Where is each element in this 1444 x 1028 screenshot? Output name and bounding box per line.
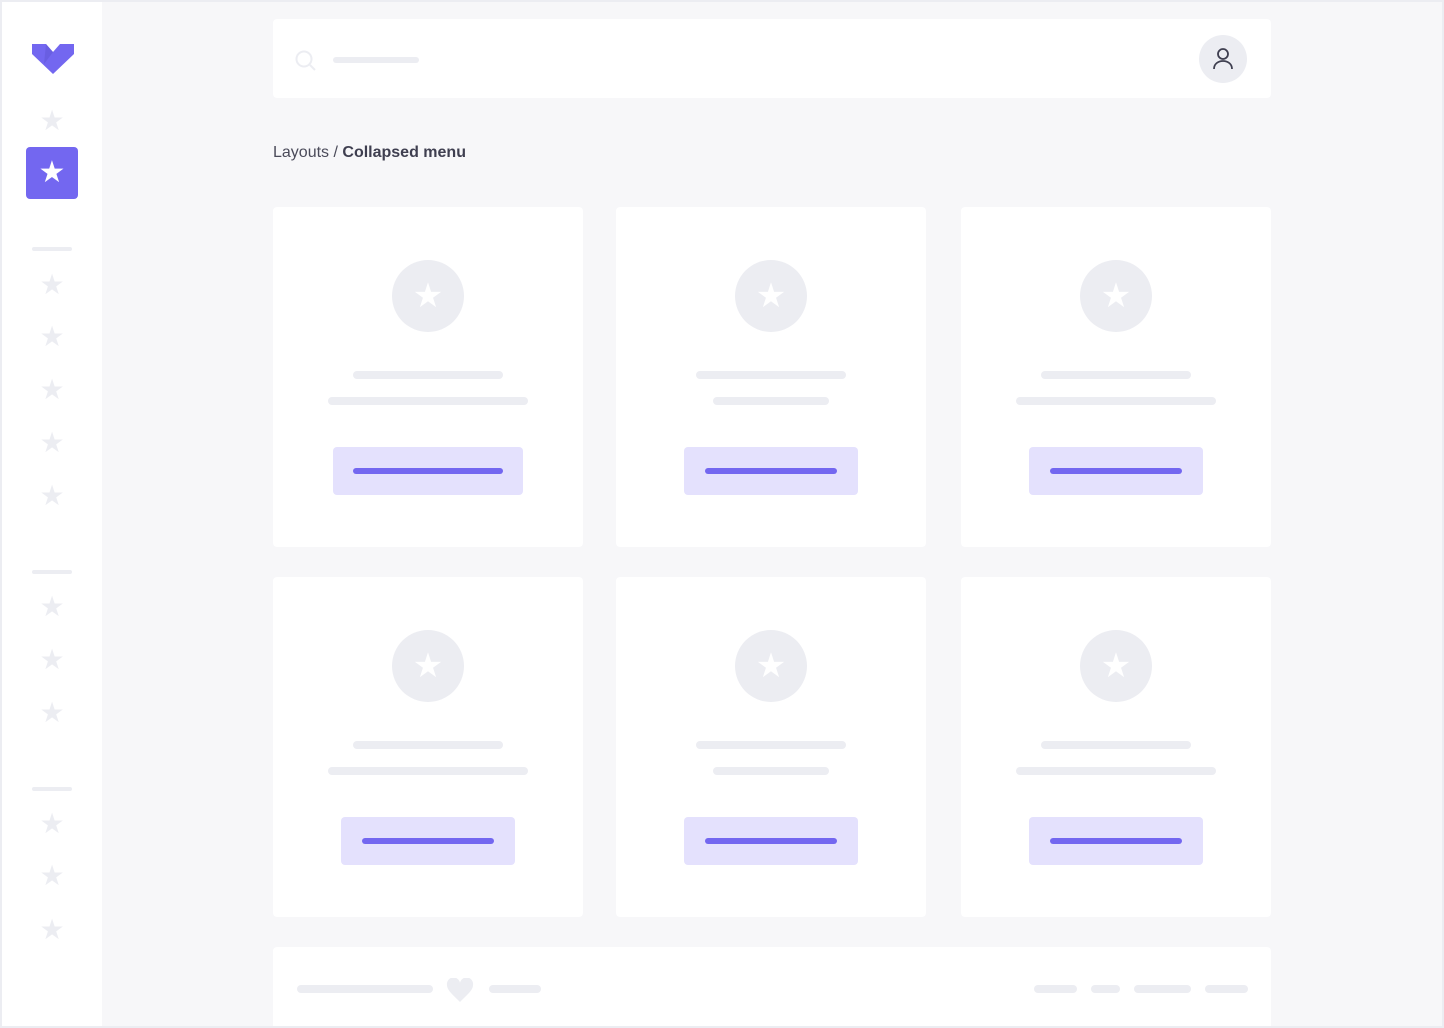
footer-link[interactable] [1205, 985, 1248, 993]
sidebar-item[interactable]: ★ [38, 323, 66, 351]
card: ★ [961, 577, 1271, 917]
star-icon: ★ [39, 860, 65, 891]
star-icon: ★ [39, 808, 65, 839]
card-avatar: ★ [735, 260, 807, 332]
star-icon: ★ [39, 644, 65, 675]
card-avatar: ★ [392, 630, 464, 702]
card-button-label [1050, 838, 1182, 844]
heart-icon [446, 978, 474, 1002]
star-icon: ★ [1100, 277, 1132, 315]
card-subtitle [1016, 767, 1216, 775]
card-button-label [1050, 468, 1182, 474]
breadcrumb-separator: / [329, 144, 343, 161]
card-title [353, 371, 503, 379]
sidebar-item[interactable]: ★ [38, 699, 66, 727]
sidebar-item[interactable]: ★ [38, 593, 66, 621]
sidebar-item[interactable]: ★ [38, 810, 66, 838]
breadcrumb-parent[interactable]: Layouts [273, 144, 330, 161]
star-icon: ★ [39, 591, 65, 622]
star-icon: ★ [755, 277, 787, 315]
star-icon: ★ [412, 277, 444, 315]
sidebar-item[interactable]: ★ [38, 482, 66, 510]
search-icon[interactable] [295, 50, 317, 72]
card-title [353, 741, 503, 749]
card-button[interactable] [1029, 447, 1203, 495]
sidebar-divider [32, 787, 72, 791]
card: ★ [273, 207, 583, 547]
footer-link[interactable] [1134, 985, 1191, 993]
card-subtitle [713, 767, 829, 775]
sidebar-item[interactable]: ★ [38, 916, 66, 944]
star-icon: ★ [755, 647, 787, 685]
card-title [696, 741, 846, 749]
star-icon: ★ [412, 647, 444, 685]
card: ★ [616, 577, 926, 917]
sidebar-item[interactable]: ★ [38, 862, 66, 890]
star-icon: ★ [39, 480, 65, 511]
card-button[interactable] [684, 817, 858, 865]
card-button-label [705, 468, 837, 474]
sidebar-item-active[interactable]: ★ [26, 147, 78, 199]
user-icon [1213, 48, 1233, 70]
breadcrumb-current: Collapsed menu [342, 144, 466, 161]
sidebar-divider [32, 247, 72, 251]
star-icon: ★ [39, 914, 65, 945]
logo-icon [32, 44, 74, 74]
card-title [1041, 371, 1191, 379]
card-button[interactable] [341, 817, 515, 865]
sidebar-item[interactable]: ★ [38, 429, 66, 457]
card-button-label [705, 838, 837, 844]
card: ★ [616, 207, 926, 547]
sidebar-item[interactable]: ★ [38, 107, 66, 135]
star-icon: ★ [38, 156, 66, 189]
star-icon: ★ [39, 374, 65, 405]
sidebar-item[interactable]: ★ [38, 376, 66, 404]
card-button-label [362, 838, 494, 844]
footer-link[interactable] [1034, 985, 1077, 993]
star-icon: ★ [39, 321, 65, 352]
card-button[interactable] [1029, 817, 1203, 865]
card-title [696, 371, 846, 379]
card-subtitle [1016, 397, 1216, 405]
star-icon: ★ [39, 697, 65, 728]
footer-text [297, 985, 433, 993]
top-bar [273, 19, 1271, 98]
sidebar: ★ ★ ★ ★ ★ ★ ★ ★ ★ ★ ★ ★ ★ [2, 2, 102, 1026]
user-avatar-button[interactable] [1199, 35, 1247, 83]
card: ★ [273, 577, 583, 917]
star-icon: ★ [39, 269, 65, 300]
card-button[interactable] [684, 447, 858, 495]
card-avatar: ★ [735, 630, 807, 702]
star-icon: ★ [39, 105, 65, 136]
sidebar-item[interactable]: ★ [38, 271, 66, 299]
card: ★ [961, 207, 1271, 547]
card-subtitle [713, 397, 829, 405]
card-button[interactable] [333, 447, 523, 495]
star-icon: ★ [1100, 647, 1132, 685]
card-avatar: ★ [1080, 260, 1152, 332]
card-avatar: ★ [1080, 630, 1152, 702]
sidebar-item[interactable]: ★ [38, 646, 66, 674]
card-title [1041, 741, 1191, 749]
search-input[interactable] [333, 57, 419, 63]
breadcrumb: Layouts / Collapsed menu [273, 144, 466, 162]
card-subtitle [328, 397, 528, 405]
card-button-label [353, 468, 503, 474]
card-subtitle [328, 767, 528, 775]
footer-link[interactable] [1091, 985, 1120, 993]
footer [273, 947, 1271, 1026]
footer-text [489, 985, 541, 993]
star-icon: ★ [39, 427, 65, 458]
card-avatar: ★ [392, 260, 464, 332]
sidebar-divider [32, 570, 72, 574]
